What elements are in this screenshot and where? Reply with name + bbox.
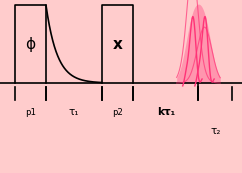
- Text: τ₁: τ₁: [68, 107, 79, 117]
- Text: p1: p1: [25, 108, 36, 117]
- Text: kτ₁: kτ₁: [157, 107, 175, 117]
- Text: x: x: [113, 37, 122, 52]
- Text: ϕ: ϕ: [25, 37, 35, 52]
- Text: τ₂: τ₂: [210, 126, 220, 136]
- Text: p2: p2: [112, 108, 123, 117]
